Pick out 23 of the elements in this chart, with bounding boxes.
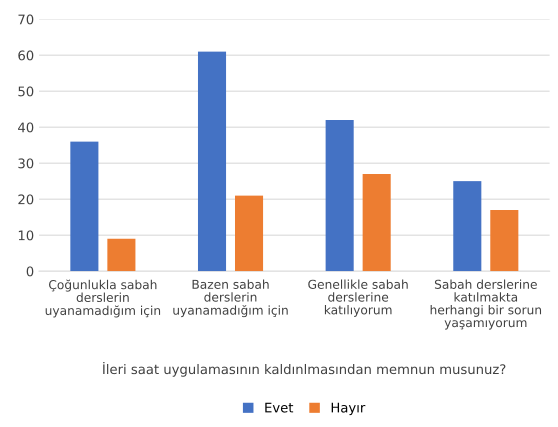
bar xyxy=(198,52,226,272)
x-tick-label: Genellikle sabah derslerine katılıyorum xyxy=(308,279,408,317)
y-tick-label: 40 xyxy=(18,122,34,132)
y-tick-label: 50 xyxy=(18,86,34,96)
x-axis-title: İleri saat uygulamasının kaldınlmasından memnun musunuz? xyxy=(103,362,506,377)
legend-label: Evet xyxy=(265,402,294,413)
bar xyxy=(70,142,98,272)
bar xyxy=(234,196,264,272)
bar xyxy=(490,210,518,272)
y-tick-label: 10 xyxy=(18,230,34,240)
y-tick-label: 0 xyxy=(26,266,34,276)
bar xyxy=(453,181,482,272)
bar xyxy=(326,120,354,272)
y-tick-label: 60 xyxy=(18,50,34,60)
bar xyxy=(107,238,136,272)
y-tick-label: 70 xyxy=(18,14,34,24)
x-tick-label: Çoğunlukla sabah derslerin uyanamadığım için xyxy=(46,279,160,318)
y-tick-label: 30 xyxy=(18,158,34,168)
legend-label: Hayır xyxy=(332,402,366,416)
bar xyxy=(362,174,391,272)
y-tick-label: 20 xyxy=(18,194,34,204)
x-tick-label: Sabah derslerine katılmakta herhangi bir sorun yaşamıyorum xyxy=(430,279,542,330)
x-tick-label: Bazen sabah derslerin uyanamadığım için xyxy=(173,279,288,318)
